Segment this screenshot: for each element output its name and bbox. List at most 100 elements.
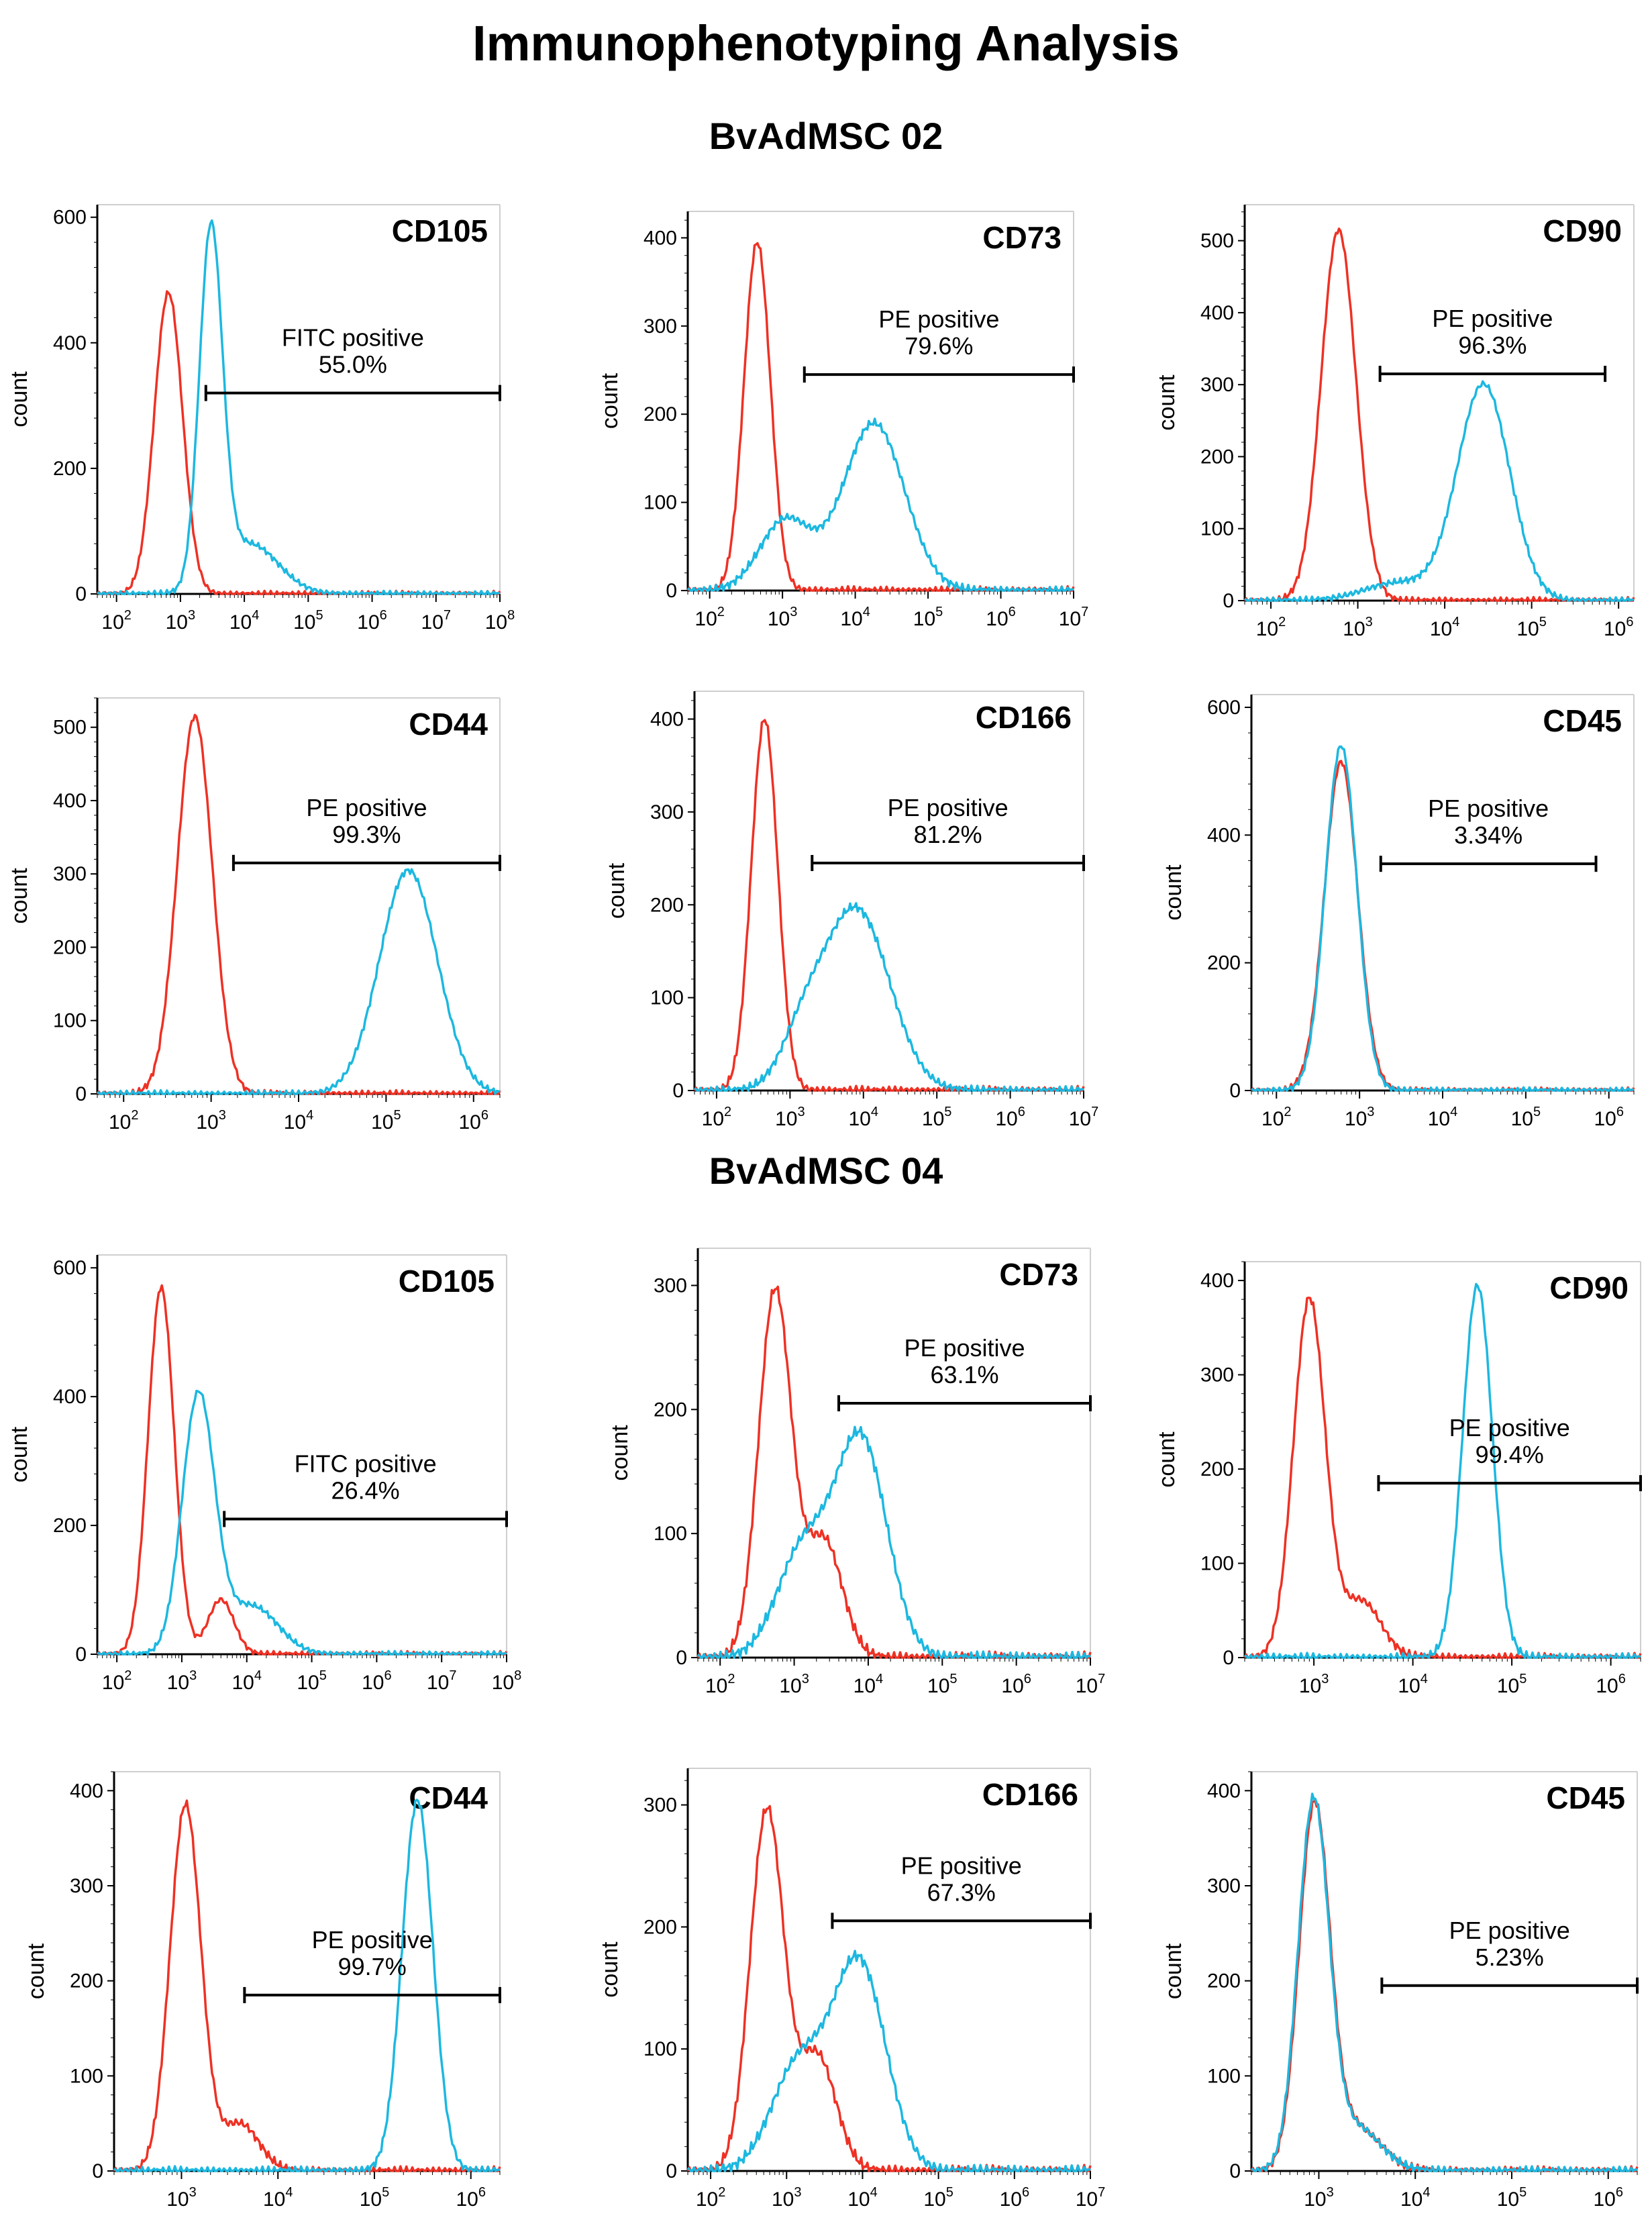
gate-label: PE positive (1449, 1414, 1570, 1441)
x-tick-label: 103 (167, 1668, 197, 1694)
x-tick-label: 103 (772, 2185, 802, 2211)
gate-label: PE positive (312, 1926, 433, 1954)
y-tick-label: 200 (654, 1399, 687, 1421)
x-tick-label: 102 (109, 1108, 139, 1133)
y-axis-label: count (7, 1426, 32, 1482)
x-tick-label: 107 (421, 608, 452, 634)
x-tick-label: 104 (840, 605, 870, 630)
gate-label: PE positive (1449, 1917, 1570, 1944)
y-tick-label: 200 (53, 1515, 87, 1537)
stained-histogram (97, 219, 501, 595)
y-tick-label: 0 (1223, 590, 1234, 612)
y-tick-label: 100 (70, 2065, 103, 2087)
gate-percentage: 96.3% (1458, 332, 1527, 359)
x-tick-label: 107 (1059, 605, 1089, 630)
y-tick-label: 100 (1200, 1553, 1234, 1575)
x-tick-label: 103 (1345, 1105, 1375, 1130)
y-tick-label: 0 (75, 1083, 87, 1105)
y-tick-label: 200 (650, 894, 684, 916)
x-tick-label: 102 (1261, 1105, 1292, 1130)
y-axis-label: count (7, 371, 32, 427)
gate-percentage: 99.4% (1476, 1441, 1544, 1468)
stained-histogram (1244, 1282, 1641, 1659)
y-tick-label: 0 (92, 2160, 103, 2182)
y-tick-label: 100 (654, 1523, 687, 1545)
panel-1-cd105: 0 200 400 600 102 103 104 105 106 107 108 count CD10… (7, 204, 515, 634)
isotype-control-histogram (96, 713, 501, 1095)
y-tick-label: 200 (1200, 446, 1234, 468)
gate-percentage: 67.3% (927, 1878, 996, 1906)
x-tick-label: 106 (459, 1108, 489, 1133)
x-tick-label: 105 (923, 2185, 953, 2211)
x-tick-label: 105 (1516, 615, 1547, 640)
isotype-control-histogram (1243, 1297, 1642, 1659)
y-axis-label: count (1154, 374, 1180, 431)
x-tick-label: 104 (284, 1108, 314, 1133)
x-tick-label: 104 (854, 1672, 884, 1697)
isotype-control-histogram (696, 1285, 1092, 1659)
y-tick-label: 300 (70, 1875, 103, 1897)
y-tick-label: 0 (75, 583, 87, 605)
x-tick-label: 102 (1256, 615, 1286, 640)
y-axis-label: count (1161, 864, 1186, 921)
marker-label-cd73: CD73 (982, 220, 1062, 255)
x-tick-label: 107 (1076, 2185, 1106, 2211)
x-tick-label: 103 (166, 608, 196, 634)
y-tick-label: 600 (1207, 697, 1241, 719)
panel-4-cd44: 0 100 200 300 400 500 102 103 104 105 106 count CD44… (7, 697, 501, 1133)
panel-7-cd105: 0 200 400 600 102 103 104 105 106 107 108 count CD10… (7, 1254, 522, 1694)
x-tick-label: 106 (357, 608, 387, 634)
y-tick-label: 200 (53, 936, 87, 958)
y-tick-label: 400 (70, 1780, 103, 1802)
x-tick-label: 102 (101, 608, 132, 634)
gate-percentage: 81.2% (914, 821, 982, 848)
x-tick-label: 106 (1593, 2185, 1623, 2211)
x-tick-label: 106 (456, 2185, 486, 2211)
x-tick-label: 105 (371, 1108, 401, 1133)
y-axis-label: count (597, 1941, 623, 1998)
y-axis-label: count (7, 868, 32, 924)
x-tick-label: 106 (362, 1668, 392, 1694)
y-tick-label: 400 (1200, 1270, 1234, 1292)
x-tick-label: 104 (849, 1105, 879, 1130)
gate-label: PE positive (888, 794, 1009, 821)
y-tick-label: 300 (643, 315, 677, 338)
x-tick-label: 104 (229, 608, 260, 634)
y-tick-label: 0 (75, 1643, 87, 1666)
gate-percentage: 5.23% (1476, 1943, 1544, 1971)
x-tick-label: 103 (775, 1105, 805, 1130)
x-tick-label: 103 (1304, 2185, 1334, 2211)
x-tick-label: 106 (995, 1105, 1025, 1130)
y-tick-label: 400 (53, 332, 87, 354)
isotype-control-histogram (686, 242, 1075, 592)
gate-percentage: 3.34% (1454, 821, 1522, 849)
panel-11-cd166: 0 100 200 300 102 103 104 105 106 107 count CD166 PE… (597, 1768, 1105, 2211)
gate-percentage: 55.0% (319, 351, 387, 378)
y-tick-label: 100 (643, 492, 677, 514)
y-tick-label: 0 (1223, 1647, 1234, 1669)
y-axis-label: count (607, 1425, 633, 1481)
x-tick-label: 105 (1497, 2185, 1527, 2211)
stained-histogram (1251, 1792, 1638, 2172)
panel-12-cd45: 0 100 200 300 400 103 104 105 106 count CD45 PE pos… (1161, 1771, 1639, 2211)
x-tick-label: 108 (492, 1668, 522, 1694)
stained-histogram (1251, 745, 1635, 1092)
group-title-bvadmsc-04: BvAdMSC 04 (709, 1150, 943, 1192)
y-tick-label: 300 (1200, 374, 1234, 396)
panel-6-cd45: 0 200 400 600 102 103 104 105 106 count CD45 PE pos… (1161, 694, 1635, 1130)
y-axis-label: count (604, 862, 629, 919)
x-tick-label: 107 (427, 1668, 457, 1694)
gate-percentage: 99.7% (338, 1953, 407, 1980)
y-tick-label: 300 (650, 801, 684, 823)
y-tick-label: 200 (70, 1970, 103, 1992)
x-tick-label: 102 (102, 1668, 132, 1694)
isotype-control-histogram (686, 1805, 1092, 2172)
y-tick-label: 200 (1207, 1970, 1241, 1992)
x-tick-label: 103 (1343, 615, 1373, 640)
group-title-bvadmsc-02: BvAdMSC 02 (709, 115, 943, 157)
x-tick-label: 103 (768, 605, 798, 630)
y-tick-label: 300 (643, 1794, 677, 1817)
marker-label-cd105: CD105 (392, 213, 488, 248)
panel-2-cd73: 0 100 200 300 400 102 103 104 105 106 107 count CD73… (597, 211, 1088, 630)
y-tick-label: 0 (1229, 2160, 1241, 2182)
